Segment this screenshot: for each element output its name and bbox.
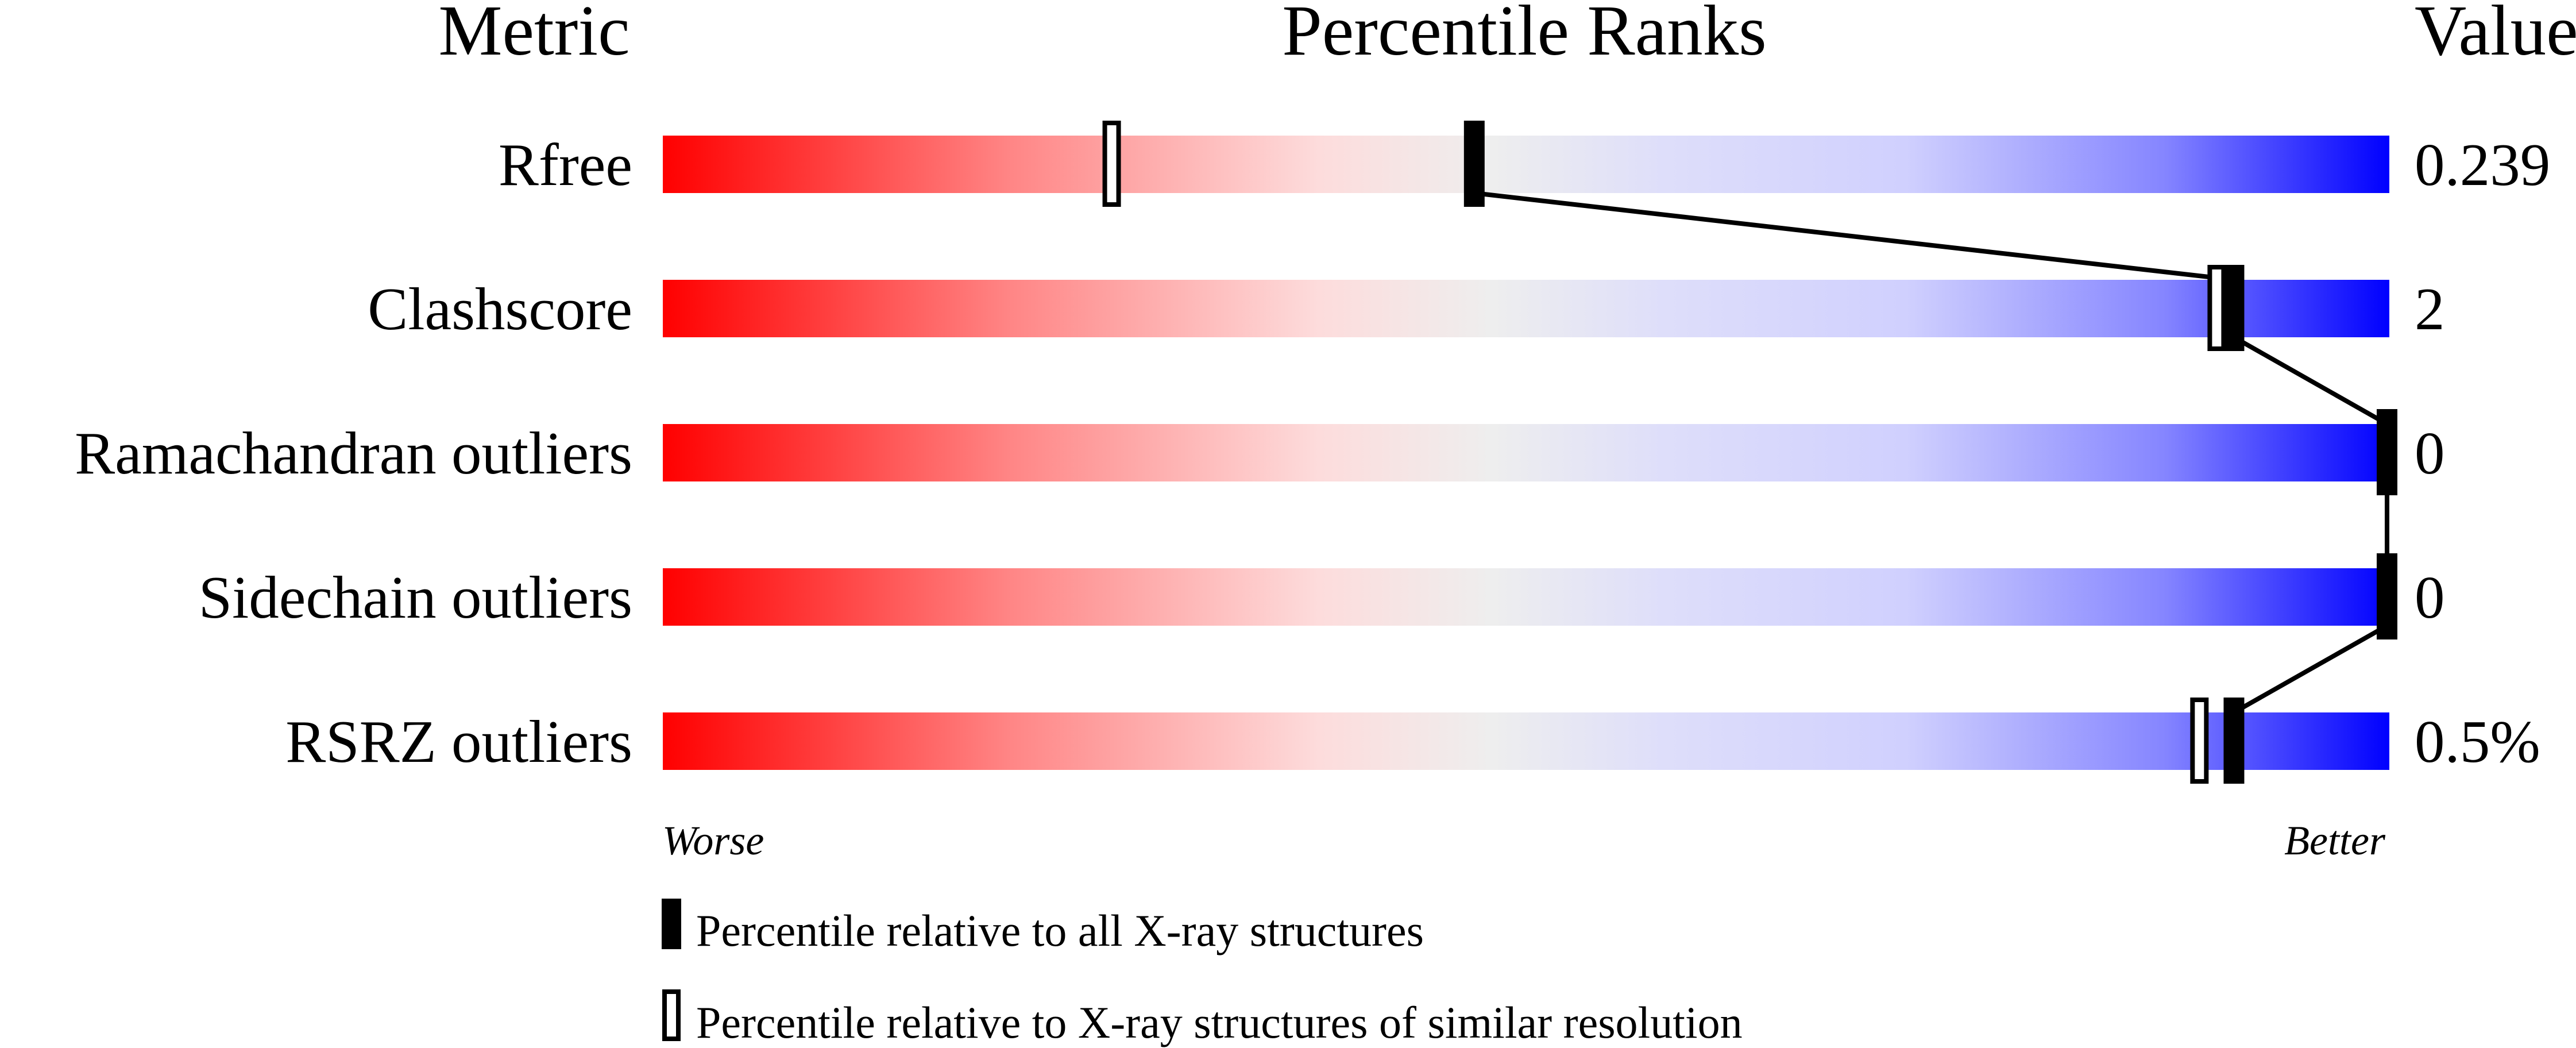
percentile-link-line <box>2233 623 2388 715</box>
percentile-bar <box>663 136 2389 193</box>
axis-better-label: Better <box>2284 818 2386 864</box>
metric-value: 0 <box>2415 419 2445 487</box>
metric-value: 0.5% <box>2415 708 2540 775</box>
metric-value: 0 <box>2415 564 2445 631</box>
percentile-bar <box>663 280 2389 337</box>
header-percentile-ranks: Percentile Ranks <box>1282 0 1767 71</box>
all-structures-marker <box>2223 265 2245 351</box>
all-structures-marker <box>1463 121 1485 207</box>
metric-label: Clashscore <box>368 275 632 342</box>
similar-resolution-marker <box>2207 265 2226 351</box>
legend-open-marker <box>662 989 681 1041</box>
all-structures-marker <box>2377 553 2397 639</box>
all-structures-marker <box>2377 409 2397 495</box>
similar-resolution-marker <box>2190 698 2209 784</box>
legend-all-label: Percentile relative to all X-ray structu… <box>696 906 1424 955</box>
metric-label: RSRZ outliers <box>285 708 632 775</box>
legend-filled-marker <box>662 899 681 949</box>
percentile-link-line <box>1474 191 2234 282</box>
header-metric: Metric <box>438 0 629 71</box>
percentile-link-line <box>2233 335 2388 426</box>
all-structures-marker <box>2223 698 2245 784</box>
axis-worse-label: Worse <box>662 818 764 864</box>
legend-similar-label: Percentile relative to X-ray structures … <box>696 997 1743 1047</box>
similar-resolution-marker <box>1102 121 1121 207</box>
percentile-bar <box>663 568 2389 626</box>
percentile-bar <box>663 424 2389 481</box>
metric-label: Rfree <box>499 131 632 198</box>
percentile-bar <box>663 712 2389 770</box>
header-value: Value <box>2415 0 2576 71</box>
metric-label: Sidechain outliers <box>199 564 632 631</box>
metric-value: 0.239 <box>2415 131 2550 198</box>
metric-label: Ramachandran outliers <box>75 419 632 487</box>
metric-value: 2 <box>2415 275 2445 342</box>
